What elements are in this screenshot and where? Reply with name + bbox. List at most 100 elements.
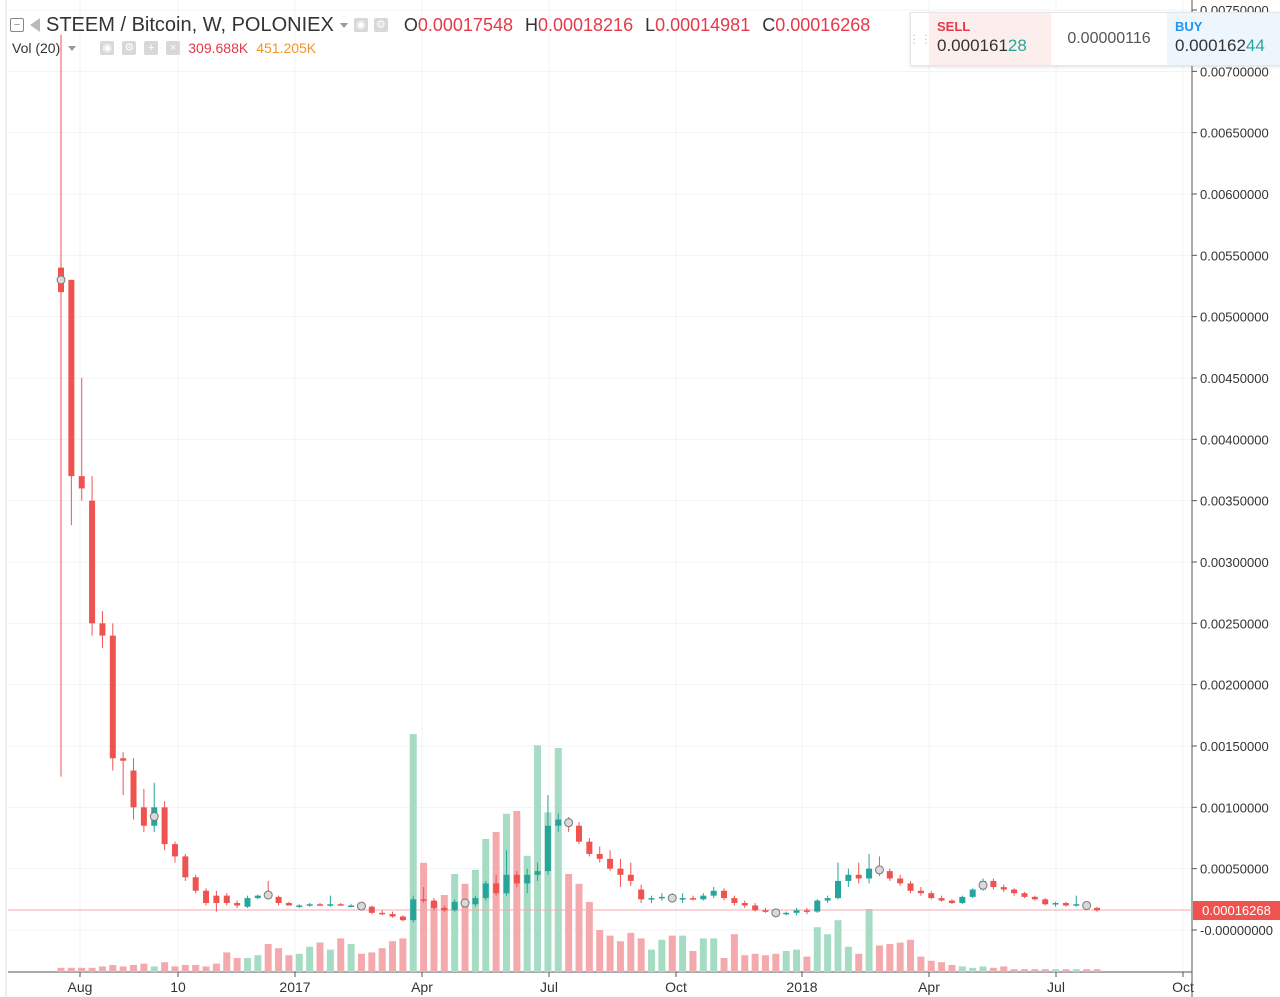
candle-body xyxy=(524,874,531,884)
event-marker xyxy=(356,901,366,911)
candle-body xyxy=(140,807,147,826)
volume-bar xyxy=(834,920,842,972)
low-value: 0.00014981 xyxy=(655,14,751,35)
symbol-title[interactable]: STEEM / Bitcoin, W, POLONIEX xyxy=(46,13,334,36)
candle-body xyxy=(213,895,220,904)
candle-body xyxy=(534,871,541,875)
event-marker xyxy=(564,818,574,828)
volume-bar xyxy=(150,966,158,972)
candle-body xyxy=(679,898,686,900)
last-price-tag: 0.00016268 xyxy=(1193,901,1280,920)
volume-bar xyxy=(57,967,65,972)
eye-icon[interactable]: ◉ xyxy=(353,18,368,32)
volume-bar xyxy=(389,941,397,972)
candle-body xyxy=(710,890,717,896)
collapse-icon[interactable]: − xyxy=(10,18,24,32)
volume-bar xyxy=(161,962,169,972)
volume-bar xyxy=(534,745,542,972)
volume-bar xyxy=(979,966,987,972)
candle-body xyxy=(689,898,696,900)
candle-body xyxy=(855,874,862,879)
candle-body xyxy=(1062,903,1069,906)
candle-body xyxy=(368,906,375,913)
candle-body xyxy=(948,900,955,904)
sell-button[interactable]: SELL 0.00016128 xyxy=(929,13,1051,65)
volume-bar xyxy=(451,874,459,972)
candle-body xyxy=(296,905,303,907)
volume-bar xyxy=(316,942,324,972)
volume-bar xyxy=(1062,969,1070,972)
candle-body xyxy=(1021,893,1028,897)
buy-price: 0.00016244 xyxy=(1175,36,1265,55)
volume-bar xyxy=(482,839,490,972)
candle-body xyxy=(203,890,210,904)
candle-body xyxy=(410,899,417,921)
volume-bar xyxy=(585,902,593,972)
candle-body xyxy=(389,914,396,917)
volume-bar xyxy=(461,883,469,972)
volume-bar xyxy=(824,934,832,972)
chevron-down-icon[interactable] xyxy=(68,45,77,51)
y-tick-label: 0.00350000 xyxy=(1200,494,1269,509)
volume-bar xyxy=(865,909,873,972)
volume-bar xyxy=(181,965,189,972)
add-icon[interactable]: + xyxy=(144,41,159,55)
y-tick-label: 0.00200000 xyxy=(1200,678,1269,693)
volume-bar xyxy=(917,956,925,972)
candle-body xyxy=(482,883,489,899)
volume-label[interactable]: Vol (20) xyxy=(12,40,61,56)
volume-bar xyxy=(875,945,883,972)
candle-body xyxy=(731,898,738,904)
volume-bar xyxy=(989,967,997,972)
close-icon[interactable]: × xyxy=(166,41,181,55)
candle-body xyxy=(420,899,427,901)
candle-body xyxy=(752,905,759,911)
candle-body xyxy=(254,895,261,899)
candle-body xyxy=(648,898,655,900)
volume-bar xyxy=(1041,969,1049,972)
volume-bar xyxy=(772,953,780,972)
y-tick-label: 0.00600000 xyxy=(1200,187,1269,202)
y-tick-label: 0.00700000 xyxy=(1200,64,1269,79)
volume-bar xyxy=(368,952,376,972)
buy-button[interactable]: BUY 0.00016244 xyxy=(1167,13,1280,65)
x-tick-label: Apr xyxy=(411,979,433,995)
volume-bar xyxy=(140,963,148,972)
candle-body xyxy=(68,279,75,477)
candle-body xyxy=(845,874,852,881)
candle-body xyxy=(928,893,935,899)
candle-body xyxy=(337,904,344,906)
volume-bar xyxy=(98,966,106,972)
candle-body xyxy=(348,905,355,907)
candle-body xyxy=(1073,904,1080,906)
settings-icon[interactable]: ⚙ xyxy=(122,41,137,55)
y-tick-label: 0.00100000 xyxy=(1200,800,1269,815)
candle-body xyxy=(109,635,116,759)
candle-body xyxy=(399,916,406,921)
drag-handle-icon[interactable]: ⋮⋮ xyxy=(908,32,932,46)
settings-icon[interactable]: ⚙ xyxy=(373,18,388,32)
volume-bar xyxy=(648,949,656,972)
volume-bar xyxy=(223,952,231,972)
candle-body xyxy=(99,623,106,636)
volume-bar xyxy=(554,748,562,972)
eye-icon[interactable]: ◉ xyxy=(100,41,115,55)
candle-body xyxy=(617,868,624,875)
event-marker xyxy=(978,880,988,890)
candle-body xyxy=(886,871,893,879)
volume-bar xyxy=(513,811,521,972)
chevron-down-icon[interactable] xyxy=(339,22,348,28)
volume-bar xyxy=(927,960,935,972)
volume-bar xyxy=(347,944,355,972)
volume-bar xyxy=(741,955,749,972)
candle-body xyxy=(275,896,282,904)
close-value: 0.00016268 xyxy=(775,14,871,35)
candle-body xyxy=(244,898,251,907)
candle-body xyxy=(1094,907,1100,911)
volume-bar xyxy=(886,944,894,972)
candle-body xyxy=(234,903,241,906)
candle-body xyxy=(835,880,841,899)
volume-bar xyxy=(326,949,334,972)
y-tick-label: 0.00150000 xyxy=(1200,739,1269,754)
